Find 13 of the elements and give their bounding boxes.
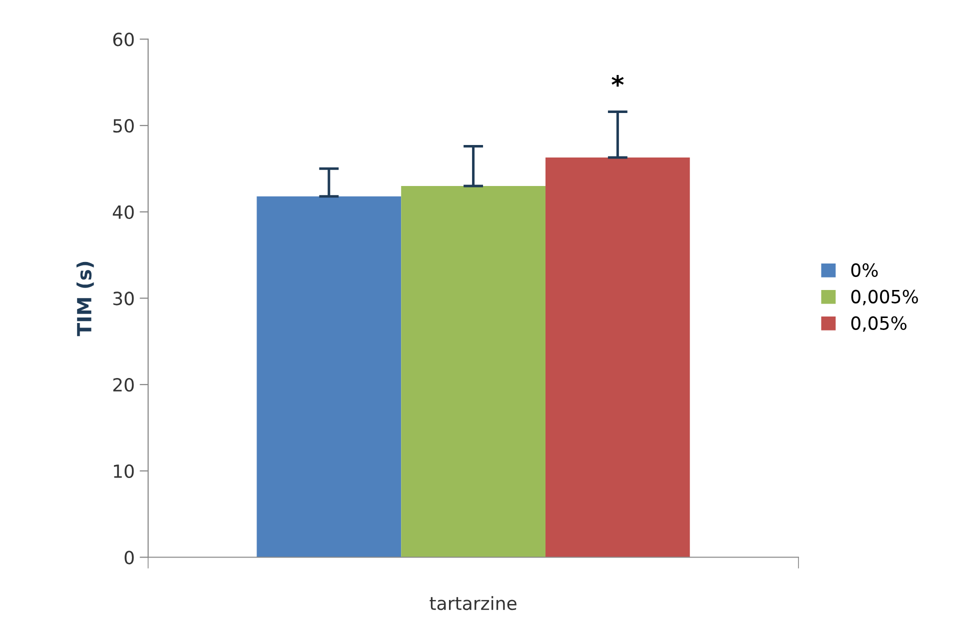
y-tick-label: 40 [112,205,134,219]
y-tick-label: 50 [113,118,134,133]
y-tick-label: 30 [113,292,134,306]
y-tick-label: 10 [114,464,134,478]
y-axis-title: TIM (s) [76,262,94,336]
legend-label: 0% [851,263,878,277]
y-tick-label: 20 [113,378,134,392]
y-tick-label: 60 [113,32,134,46]
legend-label: 0,05% [851,316,906,332]
legend-label: 0,005% [851,290,918,306]
x-tick-label: tartarzine [430,596,516,610]
y-tick-label: 0 [124,550,134,564]
annotation: * [612,74,624,87]
